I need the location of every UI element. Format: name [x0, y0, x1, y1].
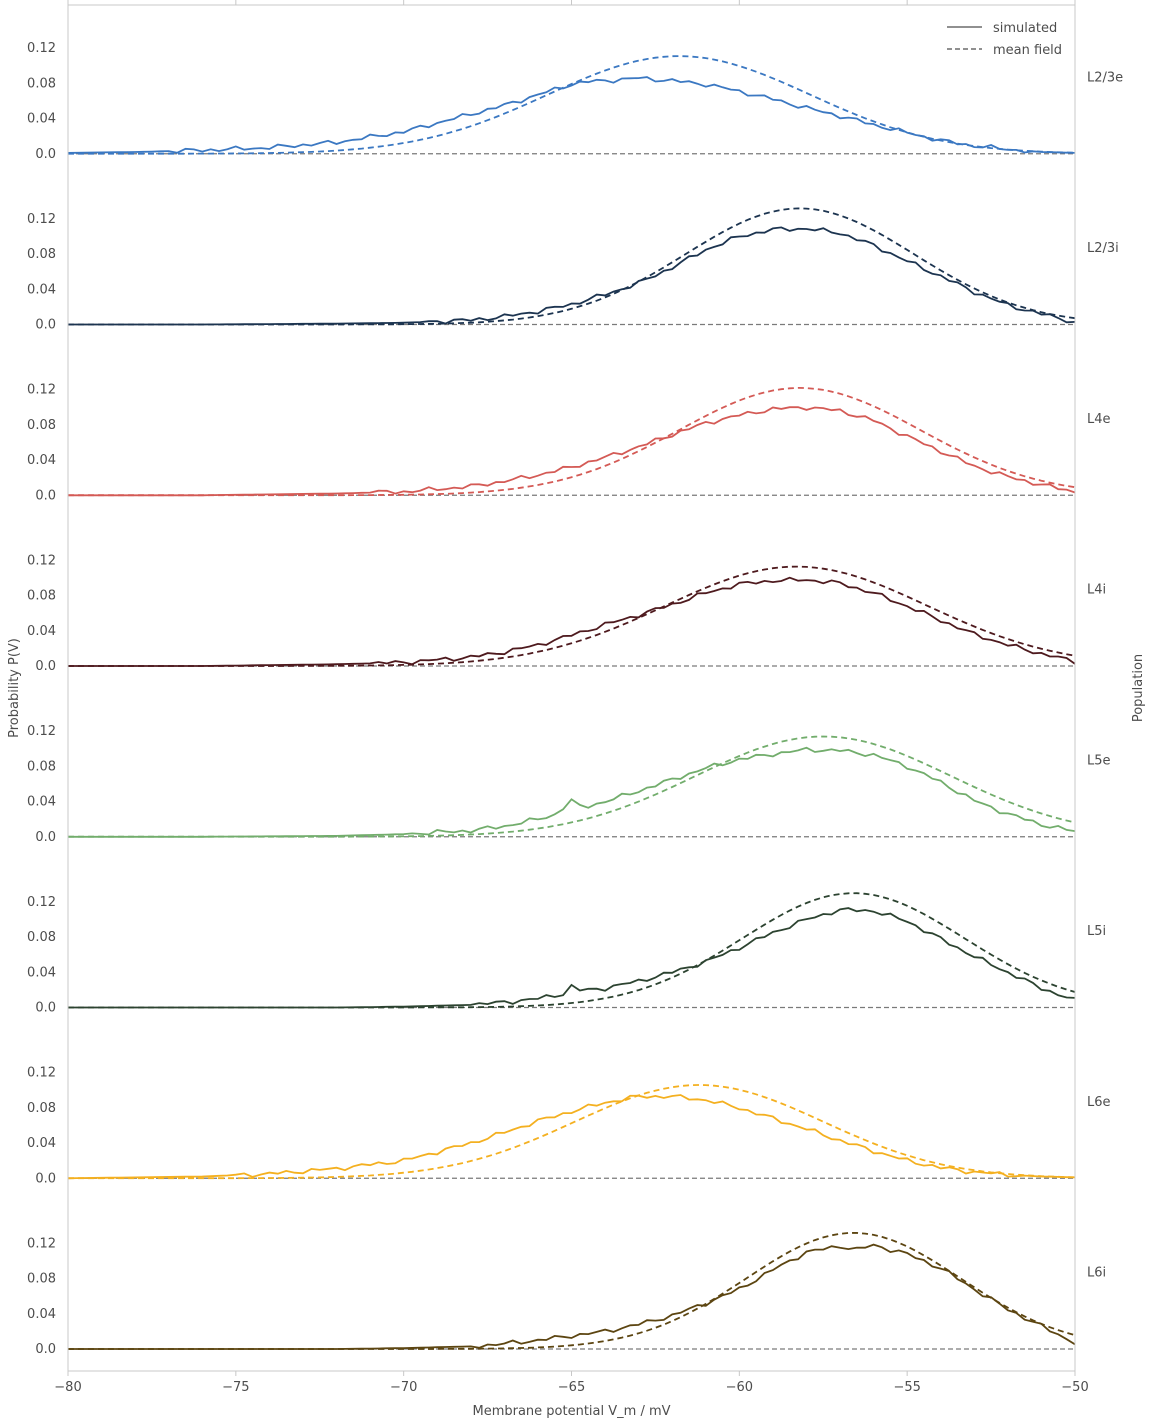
panel-L6i: 0.0 0.04 0.08 0.12 L6i [27, 1231, 1106, 1357]
y-tick-label: 0.04 [27, 112, 56, 127]
panel-L6e: 0.0 0.04 0.08 0.12 L6e [27, 1066, 1110, 1187]
y-tick-label: 0.08 [27, 1272, 56, 1287]
y-tick-label: 0.0 [35, 830, 56, 845]
panel-L5i: 0.0 0.04 0.08 0.12 L5i [27, 892, 1106, 1016]
y-tick-label: 0.04 [27, 1307, 56, 1322]
y-tick-label: 0.12 [27, 212, 56, 227]
y-tick-label: 0.12 [27, 895, 56, 910]
y-tick-label: 0.12 [27, 1066, 56, 1081]
y-tick-label: 0.04 [27, 282, 56, 297]
population-label: L6e [1087, 1095, 1111, 1110]
population-label: L5i [1087, 924, 1106, 939]
legend: simulated mean field [947, 21, 1062, 58]
population-label: L4e [1087, 412, 1111, 427]
simulated-line [67, 76, 1076, 154]
mean-field-line [68, 735, 1076, 838]
panel-L5e: 0.0 0.04 0.08 0.12 L5e [27, 724, 1110, 845]
right-axis-label: Population [1131, 654, 1146, 722]
y-tick-label: 0.04 [27, 453, 56, 468]
y-tick-label: 0.0 [35, 147, 56, 162]
y-axis-label: Probability P(V) [7, 638, 22, 738]
panel-L4i: 0.0 0.04 0.08 0.12 L4i [27, 553, 1106, 674]
legend-label-simulated: simulated [993, 21, 1057, 36]
y-tick-label: 0.08 [27, 589, 56, 604]
population-label: L2/3e [1087, 70, 1123, 85]
simulated-line [68, 907, 1076, 1009]
y-tick-label: 0.0 [35, 1001, 56, 1016]
y-tick-label: 0.08 [27, 759, 56, 774]
y-tick-label: 0.12 [27, 1236, 56, 1251]
mean-field-line [68, 1084, 1076, 1180]
mean-field-line [68, 55, 1076, 155]
x-tick-label: −70 [390, 1380, 417, 1395]
population-label: L6i [1087, 1266, 1106, 1281]
y-tick-label: 0.0 [35, 659, 56, 674]
y-tick-label: 0.12 [27, 41, 56, 56]
y-tick-label: 0.12 [27, 383, 56, 398]
simulated-line [67, 1094, 1076, 1180]
population-label: L4i [1087, 583, 1106, 598]
panels: 0.0 0.04 0.08 0.12 L2/3e 0.0 0.04 0.08 0.12 L2/3i… [27, 41, 1123, 1357]
population-label: L5e [1087, 753, 1111, 768]
x-tick-label: −65 [558, 1380, 585, 1395]
y-tick-label: 0.0 [35, 1171, 56, 1186]
mean-field-line [68, 892, 1076, 1009]
y-tick-label: 0.04 [27, 1136, 56, 1151]
x-tick-label: −55 [893, 1380, 920, 1395]
y-tick-label: 0.04 [27, 795, 56, 810]
mean-field-line [68, 207, 1076, 326]
x-tick-label: −60 [726, 1380, 753, 1395]
panel-L2/3i: 0.0 0.04 0.08 0.12 L2/3i [27, 207, 1119, 333]
y-tick-label: 0.0 [35, 318, 56, 333]
simulated-line [68, 406, 1076, 497]
population-label: L2/3i [1087, 241, 1119, 256]
y-tick-label: 0.04 [27, 965, 56, 980]
y-tick-label: 0.08 [27, 247, 56, 262]
mean-field-line [68, 386, 1076, 497]
y-tick-label: 0.08 [27, 418, 56, 433]
x-tick-label: −75 [222, 1380, 249, 1395]
x-axis-label: Membrane potential V_m / mV [472, 1404, 670, 1419]
y-tick-label: 0.04 [27, 624, 56, 639]
legend-label-mean-field: mean field [993, 43, 1062, 58]
mean-field-line [68, 1231, 1076, 1350]
y-tick-label: 0.08 [27, 930, 56, 945]
y-tick-label: 0.08 [27, 1101, 56, 1116]
y-tick-label: 0.0 [35, 1342, 56, 1357]
y-tick-label: 0.12 [27, 724, 56, 739]
panel-L4e: 0.0 0.04 0.08 0.12 L4e [27, 383, 1110, 504]
y-tick-label: 0.0 [35, 488, 56, 503]
y-tick-label: 0.12 [27, 553, 56, 568]
x-axis: −80 −75 −70 −65 −60 −55 −50 [54, 0, 1089, 1395]
simulated-line [68, 746, 1076, 838]
mean-field-line [68, 565, 1076, 667]
simulated-line [68, 576, 1076, 667]
y-tick-label: 0.08 [27, 76, 56, 91]
x-tick-label: −50 [1061, 1380, 1088, 1395]
panel-L2/3e: 0.0 0.04 0.08 0.12 L2/3e [27, 41, 1123, 162]
simulated-line [68, 1243, 1076, 1350]
simulated-line [68, 226, 1076, 326]
x-tick-label: −80 [54, 1380, 81, 1395]
